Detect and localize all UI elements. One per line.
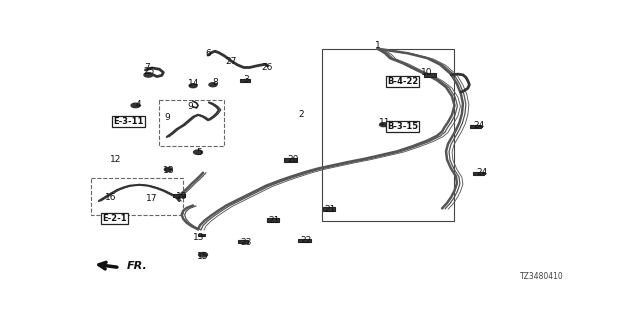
Bar bbox=[173, 194, 185, 197]
Bar bbox=[159, 100, 224, 146]
Text: 17: 17 bbox=[146, 194, 157, 203]
Circle shape bbox=[164, 167, 172, 172]
Bar bbox=[268, 219, 280, 222]
Circle shape bbox=[193, 150, 202, 155]
Text: 13: 13 bbox=[193, 233, 205, 242]
Text: 1: 1 bbox=[375, 41, 380, 50]
Text: 8: 8 bbox=[212, 78, 218, 87]
Text: 10: 10 bbox=[422, 68, 433, 77]
Circle shape bbox=[189, 84, 197, 88]
Text: 12: 12 bbox=[110, 155, 122, 164]
Text: 24: 24 bbox=[474, 121, 485, 130]
Text: 14: 14 bbox=[188, 79, 200, 89]
Text: 5: 5 bbox=[196, 148, 202, 157]
Text: 23: 23 bbox=[241, 238, 252, 247]
Text: 18: 18 bbox=[163, 166, 174, 175]
Text: 21: 21 bbox=[269, 216, 280, 225]
Bar bbox=[198, 234, 205, 236]
Bar bbox=[298, 238, 310, 242]
Bar bbox=[323, 207, 335, 211]
Text: 22: 22 bbox=[300, 236, 311, 245]
Circle shape bbox=[198, 252, 207, 257]
Text: TZ3480410: TZ3480410 bbox=[520, 272, 564, 281]
Text: 4: 4 bbox=[136, 100, 141, 109]
Text: E-2-1: E-2-1 bbox=[102, 214, 127, 223]
Text: FR.: FR. bbox=[127, 261, 148, 271]
Bar bbox=[424, 73, 436, 77]
Text: 3: 3 bbox=[243, 75, 249, 84]
Text: B-4-22: B-4-22 bbox=[387, 77, 418, 86]
Text: 26: 26 bbox=[262, 63, 273, 72]
Text: 24: 24 bbox=[476, 168, 488, 177]
Text: 2: 2 bbox=[298, 110, 303, 119]
Text: 7: 7 bbox=[144, 63, 150, 72]
Text: 27: 27 bbox=[225, 57, 237, 66]
Text: 16: 16 bbox=[105, 193, 116, 202]
Bar bbox=[240, 79, 250, 82]
Bar bbox=[91, 178, 183, 215]
Bar bbox=[284, 158, 297, 162]
Bar bbox=[237, 240, 248, 243]
Text: 25: 25 bbox=[144, 67, 155, 76]
Bar bbox=[322, 49, 454, 221]
Text: E-3-11: E-3-11 bbox=[113, 117, 144, 126]
Circle shape bbox=[380, 123, 388, 127]
Bar bbox=[473, 172, 484, 175]
Bar bbox=[470, 125, 481, 128]
Text: 20: 20 bbox=[287, 155, 299, 164]
Text: 6: 6 bbox=[205, 49, 211, 58]
Circle shape bbox=[131, 103, 140, 108]
Circle shape bbox=[209, 83, 217, 87]
Text: 15: 15 bbox=[197, 252, 209, 261]
Text: B-3-15: B-3-15 bbox=[387, 122, 418, 131]
Text: 21: 21 bbox=[324, 205, 336, 214]
Text: 19: 19 bbox=[176, 192, 188, 201]
Text: 11: 11 bbox=[380, 118, 391, 127]
Text: 9: 9 bbox=[164, 113, 170, 122]
Text: 9: 9 bbox=[188, 102, 193, 111]
Circle shape bbox=[144, 73, 153, 77]
